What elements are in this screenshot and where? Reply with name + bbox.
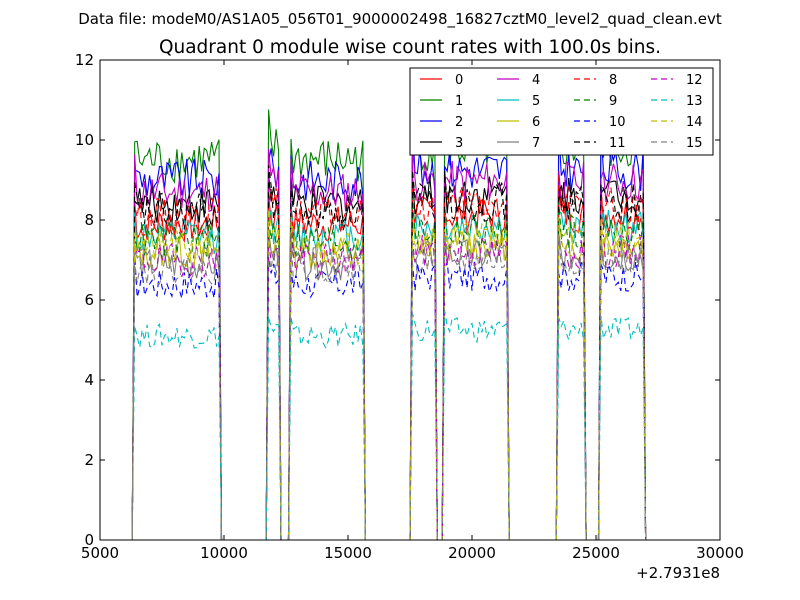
y-tick-label: 8	[84, 211, 94, 229]
legend-box	[409, 67, 714, 156]
legend-label-0: 0	[455, 73, 463, 88]
legend-label-7: 7	[532, 136, 540, 151]
legend-label-11: 11	[609, 136, 626, 151]
series-line-12	[131, 233, 647, 540]
y-tick-label: 0	[84, 531, 94, 549]
series-line-15	[131, 233, 647, 540]
x-tick-label: 5000	[81, 544, 119, 562]
series-line-9	[131, 196, 647, 540]
legend-label-12: 12	[686, 73, 703, 88]
series-line-5	[131, 203, 647, 540]
y-tick-label: 12	[75, 51, 94, 69]
x-tick-label: 25000	[572, 544, 620, 562]
legend-label-5: 5	[532, 94, 540, 109]
series-line-4	[131, 146, 647, 540]
series-layer	[131, 107, 647, 540]
y-tick-label: 6	[84, 291, 94, 309]
legend-label-14: 14	[686, 115, 703, 130]
legend-label-9: 9	[609, 94, 617, 109]
series-line-14	[131, 208, 647, 540]
y-tick-label: 4	[84, 371, 94, 389]
x-offset-label: +2.7931e8	[636, 564, 720, 582]
x-tick-label: 30000	[696, 544, 744, 562]
legend-label-6: 6	[532, 115, 540, 130]
legend-label-15: 15	[686, 136, 703, 151]
series-line-8	[131, 174, 647, 540]
legend-label-3: 3	[455, 136, 463, 151]
y-tick-label: 10	[75, 131, 94, 149]
legend-label-2: 2	[455, 115, 463, 130]
legend-label-1: 1	[455, 94, 463, 109]
x-tick-label: 10000	[200, 544, 248, 562]
series-line-1	[131, 107, 647, 540]
legend-label-13: 13	[686, 94, 703, 109]
series-line-10	[131, 255, 647, 540]
legend-label-8: 8	[609, 73, 617, 88]
suptitle: Data file: modeM0/AS1A05_056T01_90000024…	[78, 10, 722, 29]
y-tick-label: 2	[84, 451, 94, 469]
series-line-13	[131, 310, 647, 540]
legend-label-4: 4	[532, 73, 540, 88]
series-line-0	[131, 182, 647, 540]
x-tick-label: 15000	[324, 544, 372, 562]
chart-title: Quadrant 0 module wise count rates with …	[159, 37, 661, 58]
x-tick-label: 20000	[448, 544, 496, 562]
legend-label-10: 10	[609, 115, 626, 130]
series-line-11	[131, 165, 647, 540]
